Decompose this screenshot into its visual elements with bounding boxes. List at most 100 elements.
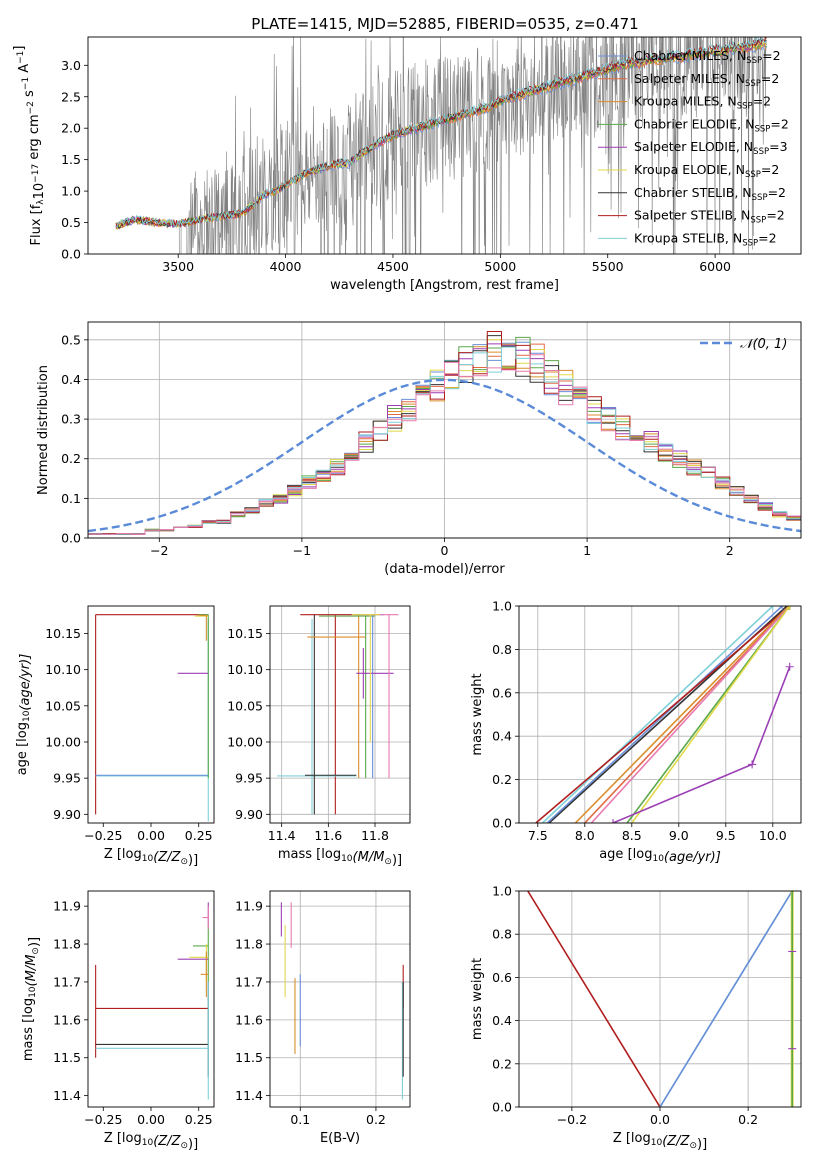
y-axis-label: mass weight	[470, 673, 485, 755]
panel-cumulative-age: 7.5 8.0 8.5 9.0 9.5 10.0 0.0 0.2 0.4 0.6 0.8 1.0 age…	[470, 599, 802, 865]
x-tick-label: 6000	[699, 259, 731, 274]
x-tick-label: −0.25	[84, 1112, 122, 1127]
legend-entry: Kroupa MILES, NSSP=2	[634, 94, 771, 112]
model-spectrum-salpeter-stelib	[115, 37, 767, 228]
model-spectrum-kroupa-stelib	[115, 37, 767, 228]
y-tick-label: 11.7	[235, 974, 263, 989]
plot-area	[280, 902, 404, 1100]
y-tick-label: 1.5	[61, 152, 81, 167]
legend: 𝒩(0, 1)	[700, 337, 787, 352]
y-tick-label: 0.5	[61, 332, 81, 347]
panel-age-vs-Z: −0.25 0.00 0.25 9.90 9.95 10.00 10.05 10.10 10.1…	[15, 605, 215, 868]
cumulative-z-chabrier-miles	[659, 891, 793, 1107]
y-tick-label: 10.00	[45, 734, 81, 749]
y-tick-label: 0.4	[492, 1013, 512, 1028]
y-tick-label: 0.8	[492, 927, 512, 942]
x-tick-label: 0.00	[137, 1112, 165, 1127]
panel-cumulative-Z: −0.2 0.0 0.2 0.0 0.2 0.4 0.6 0.8 1.0 Z [log10(Z/Z…	[470, 884, 802, 1152]
tick-labels: −0.25 0.00 0.25 11.4 11.5 11.6 11.7 11.8 11.9	[53, 899, 212, 1127]
tick-labels: −0.25 0.00 0.25 9.90 9.95 10.00 10.05 10.10 10.1…	[45, 626, 212, 843]
x-tick-label: 0.25	[185, 828, 213, 843]
cumulative-z-salpeter-stelib	[527, 891, 661, 1107]
y-tick-label: 0.2	[492, 772, 512, 787]
y-tick-label: 11.9	[53, 899, 81, 914]
plot-area	[277, 614, 399, 815]
tick-labels: 3500 4000 4500 5000 5500 6000 0.0 0.5 1.0 1.5 2.0 2…	[61, 58, 731, 274]
x-tick-label: 5500	[592, 259, 624, 274]
y-tick-label: 11.8	[235, 937, 263, 952]
axes-frame	[87, 890, 215, 1108]
y-tick-label: 1.0	[492, 599, 512, 614]
x-tick-label: 8.5	[622, 828, 642, 843]
cumulative-age-marker	[778, 606, 787, 610]
legend-entry: Chabrier STELIB, NSSP=2	[634, 185, 786, 203]
y-tick-label: 10.00	[227, 734, 263, 749]
tick-labels: 0.1 0.2 11.4 11.5 11.6 11.7 11.8 11.9	[235, 899, 386, 1127]
x-tick-label: 11.8	[361, 828, 389, 843]
y-tick-label: 3.0	[61, 58, 81, 73]
y-tick-label: 11.5	[53, 1050, 81, 1065]
y-tick-label: 10.10	[45, 662, 81, 677]
y-tick-label: 0.4	[61, 372, 81, 387]
y-tick-label: 9.95	[235, 771, 263, 786]
axes-frame	[518, 605, 802, 824]
grid	[270, 891, 410, 1107]
legend-entry: Chabrier MILES, NSSP=2	[634, 48, 781, 66]
y-tick-label: 9.95	[53, 771, 81, 786]
y-tick-label: 10.05	[45, 698, 81, 713]
cumulative-age-marker	[609, 819, 617, 823]
y-tick-label: 11.5	[235, 1050, 263, 1065]
axes-frame	[269, 605, 411, 824]
legend-entry: Salpeter ELODIE, NSSP=3	[634, 139, 788, 157]
plot-area	[88, 331, 801, 535]
x-tick-label: 7.5	[528, 828, 548, 843]
x-tick-label: 5000	[484, 259, 516, 274]
legend-entry: Chabrier ELODIE, NSSP=2	[634, 116, 789, 134]
cumulative-age-chabrier-miles	[546, 606, 783, 823]
cumulative-age-kroupa-miles	[574, 606, 790, 823]
y-tick-label: 0.8	[492, 642, 512, 657]
cumulative-age-marker	[748, 760, 757, 769]
x-tick-label: 0.2	[366, 1112, 386, 1127]
y-tick-label: 0.0	[492, 1100, 512, 1115]
x-axis-label: (data-model)/error	[384, 562, 505, 577]
y-tick-label: 10.05	[227, 698, 263, 713]
panel-age-vs-mass: 11.4 11.6 11.8 9.90 9.95 10.00 10.05 10.10 10.15…	[227, 605, 411, 868]
y-tick-label: 11.4	[235, 1088, 263, 1103]
panel-mass-vs-Z: −0.25 0.00 0.25 11.4 11.5 11.6 11.7 11.8 11.9 Z […	[21, 890, 215, 1152]
x-tick-label: −0.25	[84, 828, 122, 843]
cumulative-age-kroupa-elodie	[631, 606, 791, 823]
legend-entry: 𝒩(0, 1)	[740, 337, 787, 352]
x-tick-label: 3500	[162, 259, 194, 274]
figure-title: PLATE=1415, MJD=52885, FIBERID=0535, z=0…	[251, 15, 638, 33]
x-tick-label: 11.4	[268, 828, 296, 843]
legend-entry: Salpeter STELIB, NSSP=2	[634, 208, 785, 226]
y-tick-label: 1.0	[492, 884, 512, 899]
legend-entry: Kroupa ELODIE, NSSP=2	[634, 162, 779, 180]
normal-curve	[88, 378, 801, 533]
x-axis-label: Z [log10(Z/Z⊙)]	[104, 847, 198, 868]
x-tick-label: 0.25	[185, 1112, 213, 1127]
y-tick-label: 10.10	[227, 662, 263, 677]
y-tick-label: 0.1	[61, 491, 81, 506]
cumulative-age-salpeter-miles	[584, 606, 791, 823]
x-tick-label: 1	[583, 543, 591, 558]
x-axis-label: wavelength [Angstrom, rest frame]	[330, 278, 559, 293]
x-tick-label: 0.00	[137, 828, 165, 843]
y-axis-label: age [log10(age/yr)]	[15, 654, 33, 776]
y-axis-label: mass [log10(M/M⊙)]	[21, 937, 42, 1061]
y-tick-label: 0.4	[492, 729, 512, 744]
y-tick-label: 0.0	[61, 247, 81, 262]
x-tick-label: 0	[441, 543, 449, 558]
y-axis-label: Flux [fλ10−17 erg cm−2 s−1 A−1]	[12, 46, 47, 246]
panel-residuals: −2 −1 0 1 2 0.0 0.1 0.2 0.3 0.4 0.5 (data-model)/er…	[36, 321, 802, 577]
plot-area	[115, 37, 767, 254]
y-tick-label: 1.0	[61, 184, 81, 199]
y-tick-label: 11.6	[235, 1012, 263, 1027]
x-tick-label: −0.2	[557, 1112, 587, 1127]
y-tick-label: 0.2	[492, 1056, 512, 1071]
y-axis-label: Normed distribution	[36, 365, 51, 495]
cumulative-age-salpeter-stelib	[535, 606, 791, 823]
x-axis-label: Z [log10(Z/Z⊙)]	[613, 1131, 707, 1152]
